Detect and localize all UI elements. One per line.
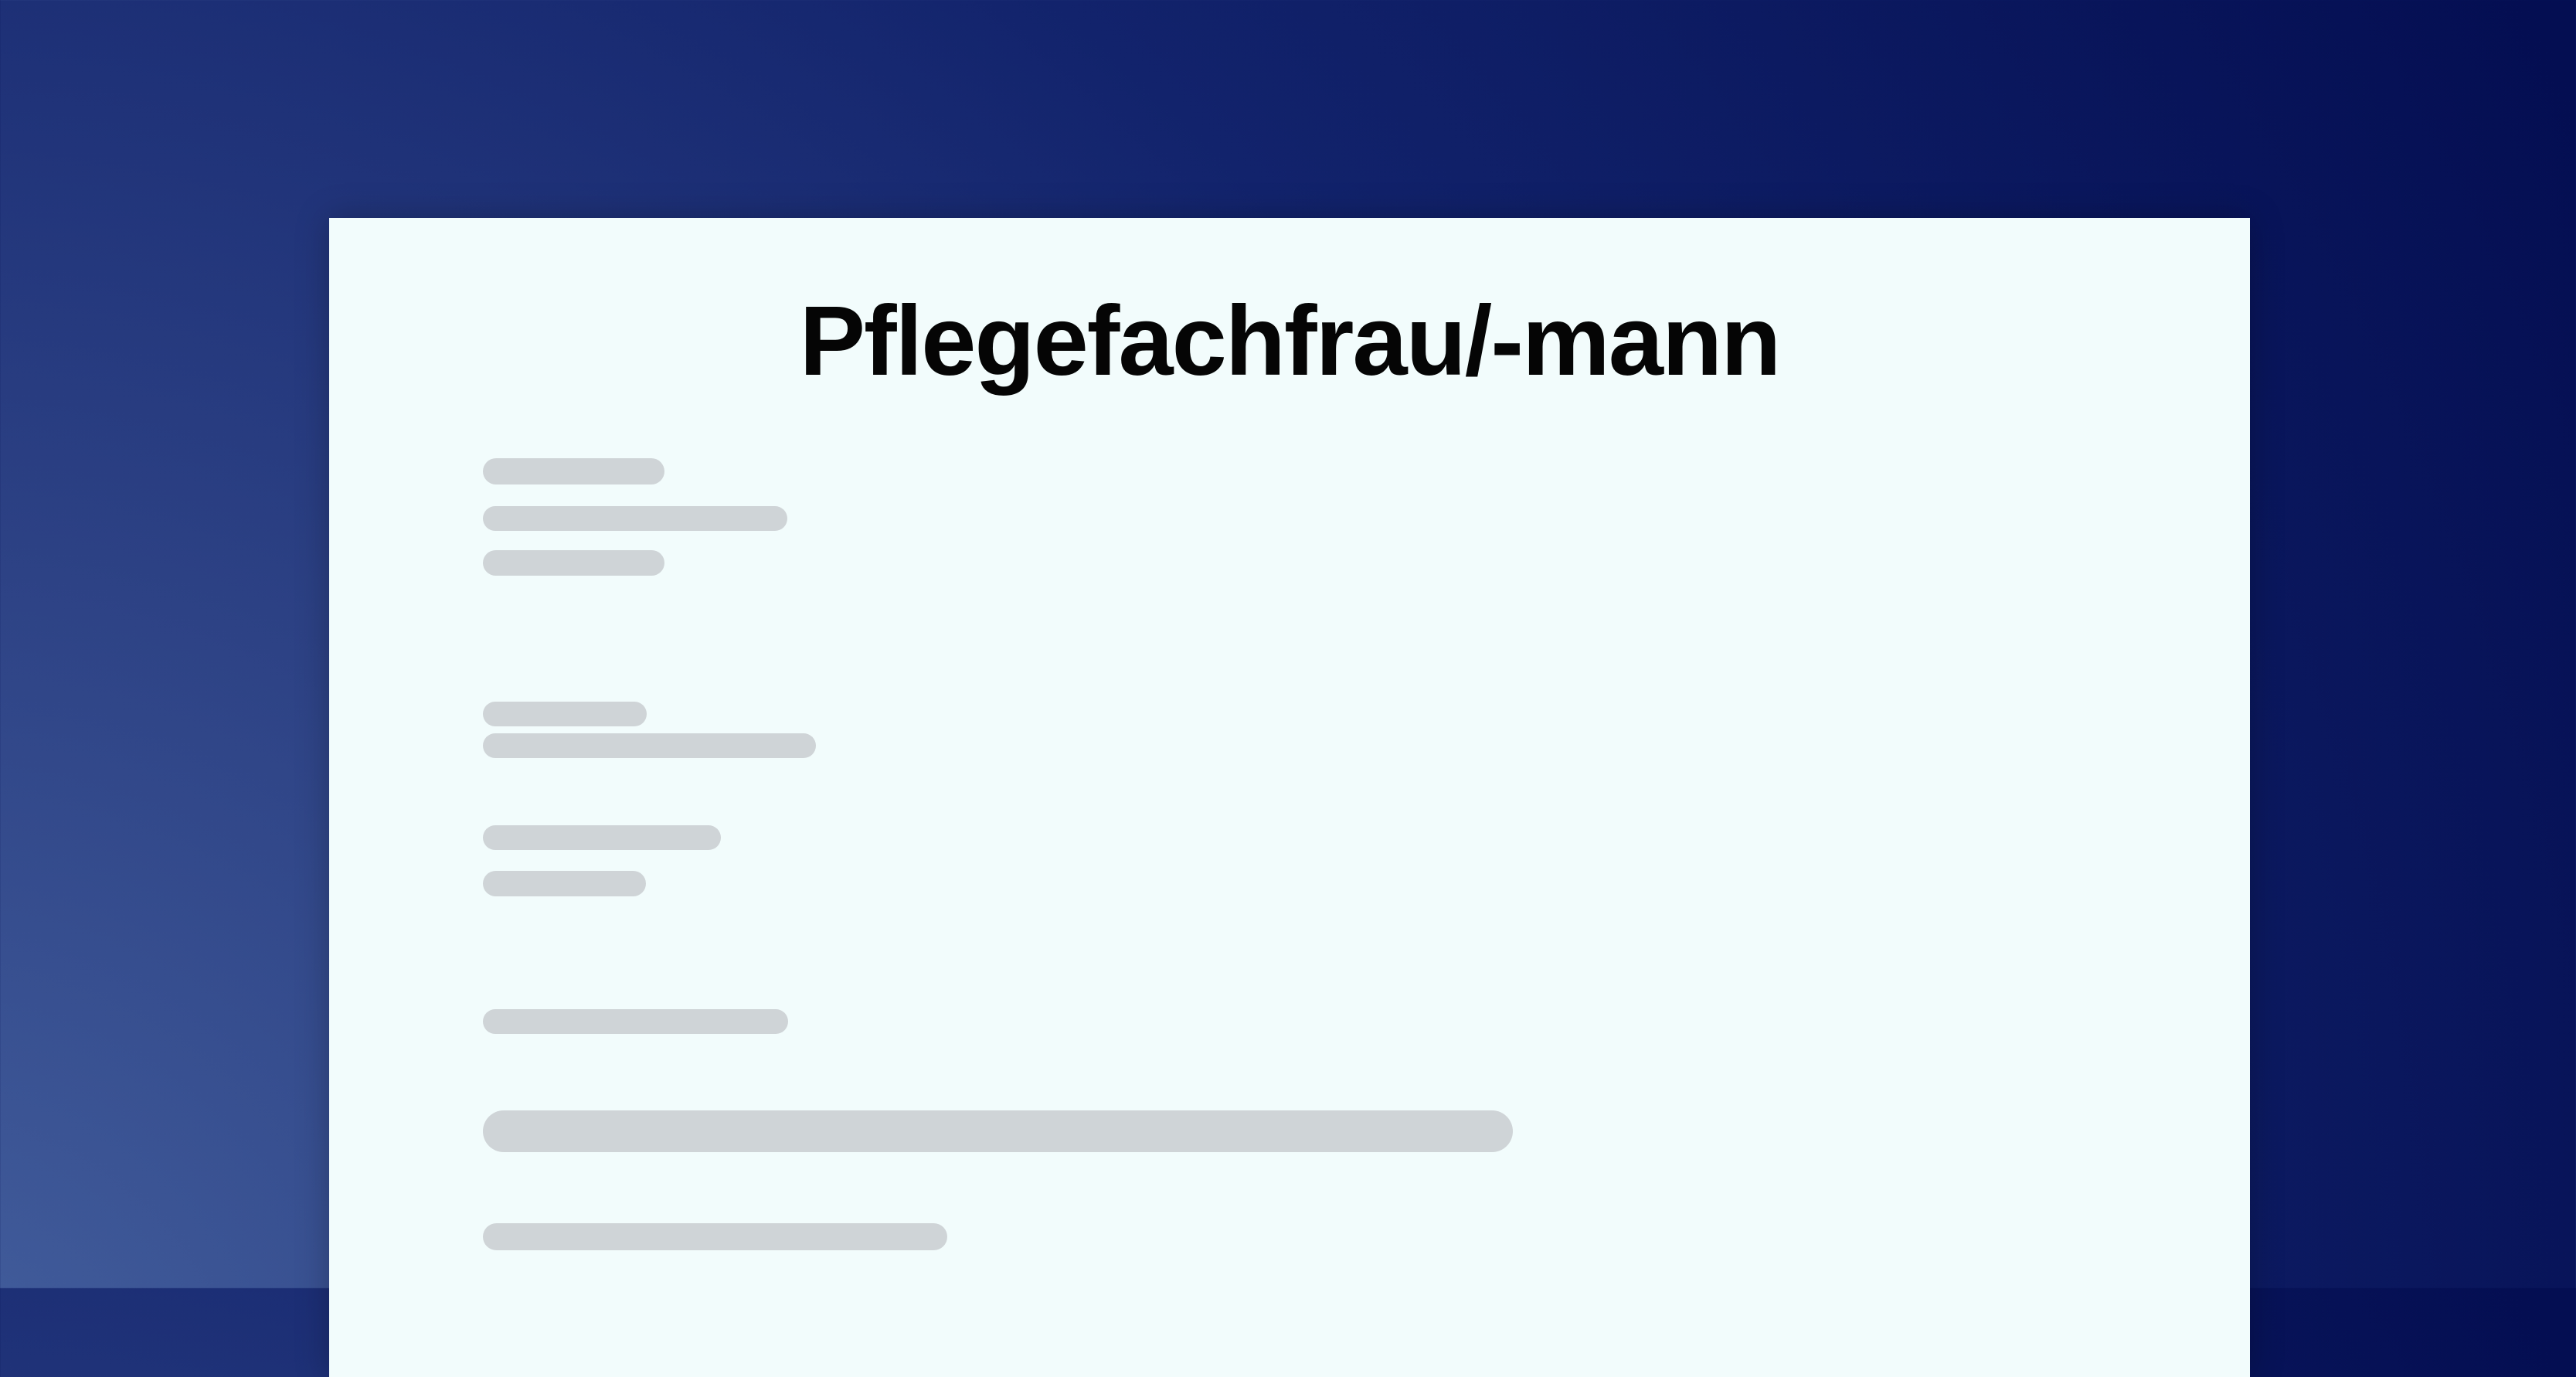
skeleton-bar-paragraph3-line1 [483,825,721,850]
page-title: Pflegefachfrau/-mann [799,286,1782,396]
skeleton-bar-paragraph2-line2 [483,733,816,758]
skeleton-bar-paragraph3-line2 [483,871,646,896]
skeleton-placeholder [329,218,2250,1377]
skeleton-bar-paragraph1-line2 [483,506,787,531]
skeleton-bar-single-line-6 [483,1223,947,1250]
skeleton-bar-paragraph2-line1 [483,702,647,726]
skeleton-bar-single-line-4 [483,1009,788,1034]
content-card: Pflegefachfrau/-mann [329,218,2250,1377]
skeleton-bar-wide-line-5 [483,1110,1513,1152]
skeleton-bar-paragraph1-line1 [483,458,664,484]
skeleton-bar-paragraph1-line3 [483,550,664,576]
